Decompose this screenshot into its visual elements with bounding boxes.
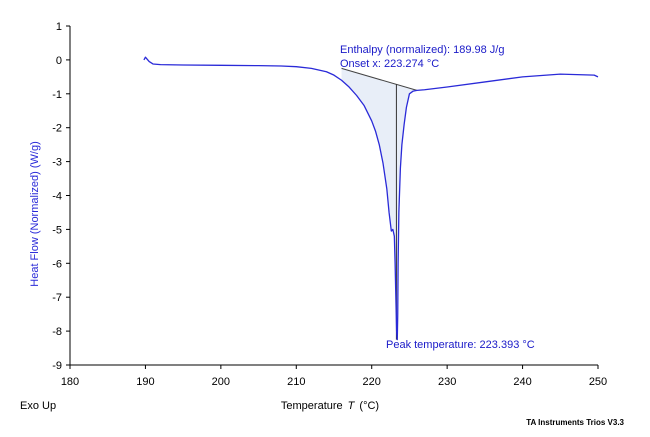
y-tick-label: -1: [52, 89, 62, 101]
y-tick-label: -3: [52, 157, 62, 169]
x-tick-label: 230: [438, 376, 456, 388]
y-axis: 1 0 -1 -2 -3 -4 -5 -6 -7 -8 -9: [52, 21, 70, 372]
series-layer: [143, 56, 599, 341]
y-tick-label: 0: [56, 55, 62, 67]
y-tick-label: -8: [52, 326, 62, 338]
x-axis-label-symbol: T: [348, 400, 356, 412]
y-axis-label: Heat Flow (Normalized) (W/g): [29, 141, 41, 286]
y-tick-label: -5: [52, 224, 62, 236]
y-tick-label: -6: [52, 258, 62, 270]
x-tick-label: 180: [61, 376, 79, 388]
peak-area-layer: [341, 68, 417, 340]
peak-annotation: Peak temperature: 223.393 °C: [386, 339, 535, 351]
heat-flow-line: [143, 56, 599, 341]
x-axis-label-text: Temperature: [281, 400, 343, 412]
y-tick-label: -7: [52, 292, 62, 304]
y-tick-label: -4: [52, 191, 62, 203]
brand-label: TA Instruments Trios V3.3: [526, 418, 624, 427]
x-tick-label: 240: [513, 376, 531, 388]
peak-area: [341, 68, 417, 340]
exo-up-label: Exo Up: [20, 400, 56, 412]
x-tick-label: 200: [212, 376, 230, 388]
y-tick-label: -9: [52, 360, 62, 372]
onset-annotation: Onset x: 223.274 °C: [340, 58, 439, 70]
x-tick-label: 190: [136, 376, 154, 388]
x-axis-label: Temperature T (°C): [281, 400, 379, 412]
baseline-line: [341, 67, 418, 91]
x-axis-label-unit: (°C): [359, 400, 379, 412]
enthalpy-annotation: Enthalpy (normalized): 189.98 J/g: [340, 44, 504, 56]
x-tick-label: 210: [287, 376, 305, 388]
x-tick-label: 250: [589, 376, 607, 388]
x-axis: 180 190 200 210 220 230 240 250: [61, 365, 607, 388]
x-tick-label: 220: [363, 376, 381, 388]
y-tick-label: 1: [56, 21, 62, 33]
y-tick-label: -2: [52, 123, 62, 135]
